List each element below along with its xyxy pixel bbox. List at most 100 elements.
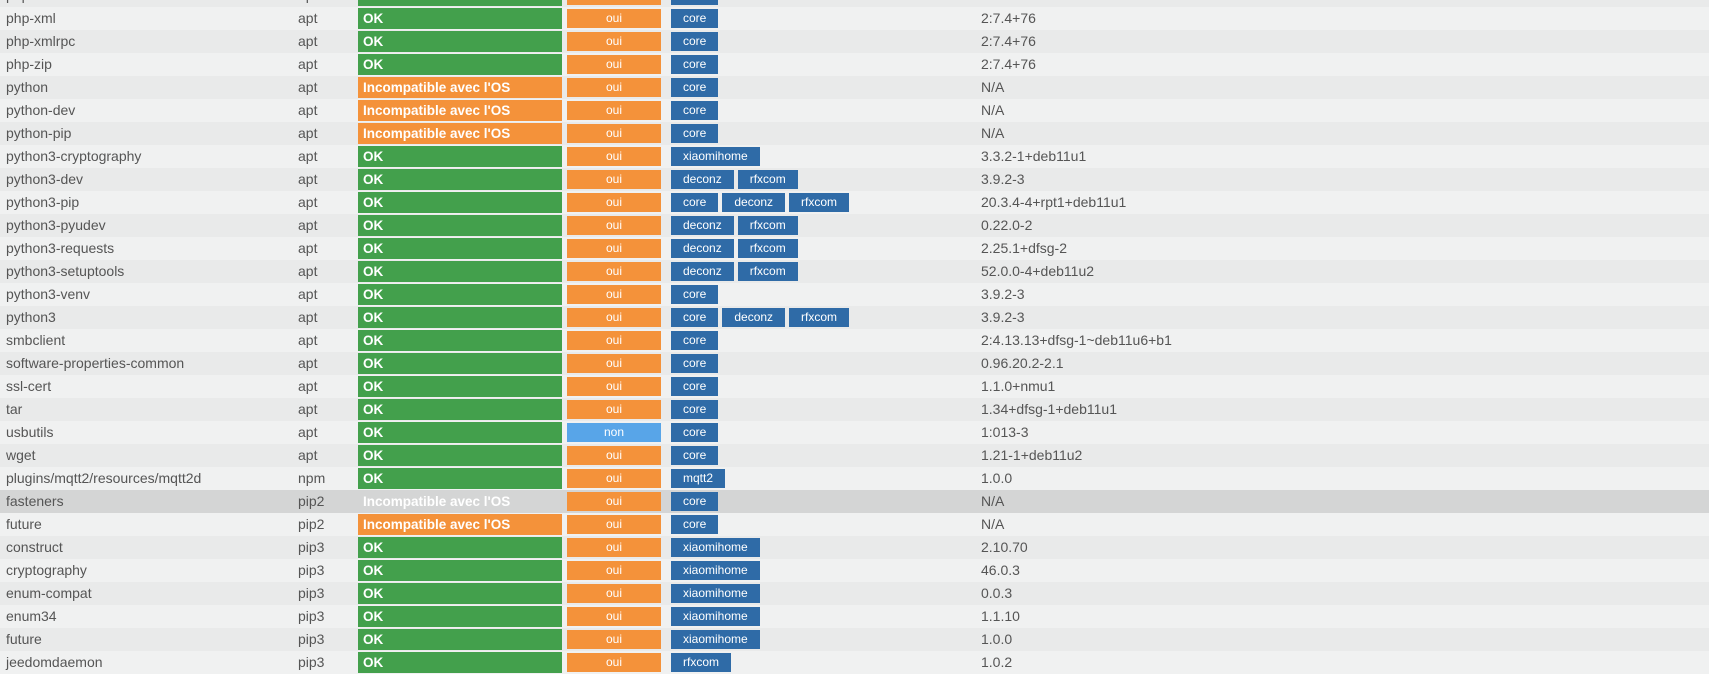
table-row[interactable]: usbutils apt OK non core 1:013-3 xyxy=(0,421,1709,444)
auto-install-badge: oui xyxy=(567,55,661,74)
status-badge: OK xyxy=(358,261,562,282)
package-version: 2:7.4+76 xyxy=(981,10,1036,26)
plugin-tag[interactable]: core xyxy=(671,492,719,511)
status-badge: OK xyxy=(358,8,562,29)
table-row[interactable]: php-zip apt OK oui core 2:7.4+76 xyxy=(0,53,1709,76)
plugin-tag[interactable]: rfxcom xyxy=(789,193,850,212)
plugin-tag[interactable]: core xyxy=(671,124,719,143)
plugin-tag[interactable]: xiaomihome xyxy=(671,538,760,557)
auto-install-badge: oui xyxy=(567,653,661,672)
plugin-tag[interactable]: rfxcom xyxy=(737,262,798,281)
table-row[interactable]: python3-cryptography apt OK oui xiaomihome 3.… xyxy=(0,145,1709,168)
auto-install-badge: oui xyxy=(567,377,661,396)
plugin-tag[interactable]: rfxcom xyxy=(737,239,798,258)
plugin-tag[interactable]: core xyxy=(671,55,719,74)
plugin-tag[interactable]: xiaomihome xyxy=(671,607,760,626)
plugin-tag[interactable]: core xyxy=(671,193,719,212)
status-badge: OK xyxy=(358,330,562,351)
plugin-tag[interactable]: rfxcom xyxy=(671,653,731,672)
table-row[interactable]: python apt Incompatible avec l'OS oui core N/… xyxy=(0,76,1709,99)
package-name: fasteners xyxy=(6,493,64,509)
table-row[interactable]: wget apt OK oui core 1.21-1+deb11u2 xyxy=(0,444,1709,467)
table-row[interactable]: ssl-cert apt OK oui core 1.1.0+nmu1 xyxy=(0,375,1709,398)
plugin-tag[interactable]: xiaomihome xyxy=(671,584,760,603)
table-row[interactable]: software-properties-common apt OK oui core 0.… xyxy=(0,352,1709,375)
table-row[interactable]: php-ssh2 apt OK oui core 1.2+0.13-4 xyxy=(0,0,1709,7)
plugin-tag[interactable]: rfxcom xyxy=(737,170,798,189)
table-row[interactable]: python3-pyudev apt OK oui deconz rfxcom 0.22.0… xyxy=(0,214,1709,237)
table-row[interactable]: tar apt OK oui core 1.34+dfsg-1+deb11u1 xyxy=(0,398,1709,421)
table-row[interactable]: php-xml apt OK oui core 2:7.4+76 xyxy=(0,7,1709,30)
plugin-tag[interactable]: core xyxy=(671,423,719,442)
auto-install-badge: oui xyxy=(567,262,661,281)
plugin-tag[interactable]: core xyxy=(671,354,719,373)
plugin-tag[interactable]: core xyxy=(671,101,719,120)
table-row[interactable]: construct pip3 OK oui xiaomihome 2.10.70 xyxy=(0,536,1709,559)
package-version: 20.3.4-4+rpt1+deb11u1 xyxy=(981,194,1127,210)
table-row[interactable]: php-xmlrpc apt OK oui core 2:7.4+76 xyxy=(0,30,1709,53)
table-row[interactable]: python-dev apt Incompatible avec l'OS oui co… xyxy=(0,99,1709,122)
plugin-tag[interactable]: mqtt2 xyxy=(671,469,726,488)
plugin-tag[interactable]: rfxcom xyxy=(789,308,850,327)
table-row[interactable]: python-pip apt Incompatible avec l'OS oui co… xyxy=(0,122,1709,145)
plugin-tags: core deconz rfxcom xyxy=(671,308,850,327)
package-version: 1.0.2 xyxy=(981,654,1013,670)
plugin-tag[interactable]: core xyxy=(671,308,719,327)
package-name: python3-requests xyxy=(6,240,115,256)
table-row[interactable]: smbclient apt OK oui core 2:4.13.13+dfsg-1~de… xyxy=(0,329,1709,352)
table-row[interactable]: python3-venv apt OK oui core 3.9.2-3 xyxy=(0,283,1709,306)
package-version: N/A xyxy=(981,493,1005,509)
plugin-tags: xiaomihome xyxy=(671,630,760,649)
package-name: enum34 xyxy=(6,608,57,624)
plugin-tag[interactable]: deconz xyxy=(722,308,786,327)
plugin-tag[interactable]: core xyxy=(671,9,719,28)
status-badge: Incompatible avec l'OS xyxy=(358,77,562,98)
table-row[interactable]: python3-dev apt OK oui deconz rfxcom 3.9.2-3 xyxy=(0,168,1709,191)
package-name: php-xml xyxy=(6,10,56,26)
plugin-tag[interactable]: xiaomihome xyxy=(671,630,760,649)
plugin-tag[interactable]: core xyxy=(671,285,719,304)
package-version: 2:7.4+76 xyxy=(981,56,1036,72)
status-badge: OK xyxy=(358,468,562,489)
plugin-tag[interactable]: deconz xyxy=(671,170,734,189)
table-row[interactable]: python3-requests apt OK oui deconz rfxcom 2.25… xyxy=(0,237,1709,260)
auto-install-badge: oui xyxy=(567,584,661,603)
plugin-tag[interactable]: core xyxy=(671,377,719,396)
auto-install-badge: oui xyxy=(567,216,661,235)
plugin-tag[interactable]: deconz xyxy=(671,239,734,258)
table-row[interactable]: enum34 pip3 OK oui xiaomihome 1.1.10 xyxy=(0,605,1709,628)
package-version: 1.2+0.13-4 xyxy=(981,0,1048,7)
status-badge: OK xyxy=(358,629,562,650)
plugin-tag[interactable]: rfxcom xyxy=(737,216,798,235)
plugin-tag[interactable]: core xyxy=(671,331,719,350)
plugin-tag[interactable]: core xyxy=(671,0,719,5)
table-row[interactable]: jeedomdaemon pip3 OK oui rfxcom 1.0.2 xyxy=(0,651,1709,674)
plugin-tag[interactable]: core xyxy=(671,515,719,534)
plugin-tag[interactable]: core xyxy=(671,400,719,419)
table-row[interactable]: cryptography pip3 OK oui xiaomihome 46.0.3 xyxy=(0,559,1709,582)
table-row[interactable]: enum-compat pip3 OK oui xiaomihome 0.0.3 xyxy=(0,582,1709,605)
package-name: python3-cryptography xyxy=(6,148,142,164)
plugin-tags: xiaomihome xyxy=(671,607,760,626)
plugin-tag[interactable]: deconz xyxy=(671,262,734,281)
package-name: software-properties-common xyxy=(6,355,185,371)
plugin-tag[interactable]: core xyxy=(671,78,719,97)
plugin-tag[interactable]: xiaomihome xyxy=(671,147,760,166)
package-name: python3-venv xyxy=(6,286,91,302)
plugin-tag[interactable]: core xyxy=(671,446,719,465)
plugin-tag[interactable]: deconz xyxy=(671,216,734,235)
table-row[interactable]: fasteners pip2 Incompatible avec l'OS oui co… xyxy=(0,490,1709,513)
table-row[interactable]: future pip2 Incompatible avec l'OS oui core N… xyxy=(0,513,1709,536)
package-type: apt xyxy=(298,171,318,187)
table-row[interactable]: plugins/mqtt2/resources/mqtt2d npm OK oui mq… xyxy=(0,467,1709,490)
table-row[interactable]: python3 apt OK oui core deconz rfxcom 3.9.2-3 xyxy=(0,306,1709,329)
table-row[interactable]: python3-setuptools apt OK oui deconz rfxcom 52… xyxy=(0,260,1709,283)
table-row[interactable]: future pip3 OK oui xiaomihome 1.0.0 xyxy=(0,628,1709,651)
package-version: 0.22.0-2 xyxy=(981,217,1033,233)
auto-install-badge: oui xyxy=(567,607,661,626)
package-version: 3.9.2-3 xyxy=(981,286,1025,302)
plugin-tag[interactable]: xiaomihome xyxy=(671,561,760,580)
table-row[interactable]: python3-pip apt OK oui core deconz rfxcom 20.3.… xyxy=(0,191,1709,214)
plugin-tag[interactable]: deconz xyxy=(722,193,786,212)
plugin-tag[interactable]: core xyxy=(671,32,719,51)
